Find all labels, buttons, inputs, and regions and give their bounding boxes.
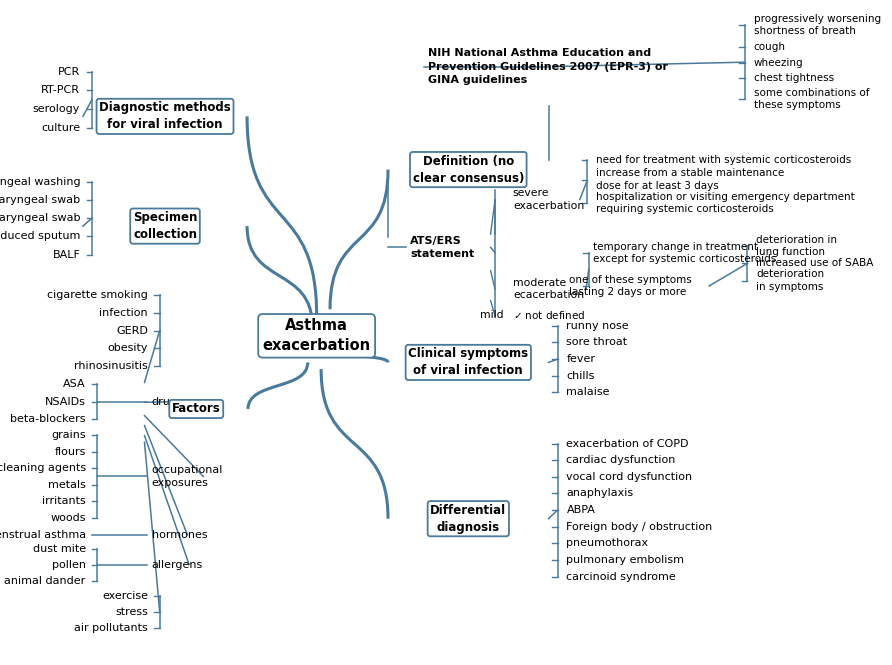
Text: Foreign body / obstruction: Foreign body / obstruction [566, 521, 713, 532]
Text: severe
exacerbation: severe exacerbation [513, 188, 584, 211]
Text: Factors: Factors [172, 402, 220, 416]
Text: oropharyngeal swab: oropharyngeal swab [0, 213, 80, 223]
Text: NIH National Asthma Education and
Prevention Guidelines 2007 (EPR-3) or
GINA gui: NIH National Asthma Education and Preven… [428, 49, 668, 84]
Text: pulmonary embolism: pulmonary embolism [566, 555, 684, 565]
Text: metals: metals [48, 479, 86, 490]
Text: induced sputum: induced sputum [0, 231, 80, 241]
Text: animal dander: animal dander [4, 575, 86, 586]
Text: rhinosinusitis: rhinosinusitis [74, 361, 148, 372]
Text: temporary change in treatment
except for systemic corticosteroids: temporary change in treatment except for… [593, 241, 776, 264]
Text: pneumothorax: pneumothorax [566, 538, 648, 549]
Text: infection: infection [99, 307, 148, 318]
Text: $\checkmark$ not defined: $\checkmark$ not defined [513, 309, 585, 321]
Text: cardiac dysfunction: cardiac dysfunction [566, 455, 676, 465]
Text: Clinical symptoms
of viral infection: Clinical symptoms of viral infection [409, 347, 528, 378]
Text: Asthma
exacerbation: Asthma exacerbation [262, 319, 371, 353]
Text: one of these symptoms
lasting 2 days or more: one of these symptoms lasting 2 days or … [569, 275, 692, 297]
Text: nasopharyngeal washing: nasopharyngeal washing [0, 176, 80, 187]
Text: carcinoid syndrome: carcinoid syndrome [566, 571, 676, 582]
Text: progressively worsening
shortness of breath: progressively worsening shortness of bre… [754, 14, 881, 37]
Text: wheezing: wheezing [754, 57, 804, 68]
Text: pollen: pollen [52, 559, 86, 570]
Text: NSAIDs: NSAIDs [45, 396, 86, 407]
Text: PCR: PCR [58, 66, 80, 77]
Text: increase from a stable maintenance
dose for at least 3 days: increase from a stable maintenance dose … [596, 168, 784, 191]
Text: moderate
ecacerbation: moderate ecacerbation [513, 278, 584, 301]
Text: hormones: hormones [152, 529, 207, 540]
Text: ATS/ERS
statement: ATS/ERS statement [410, 236, 475, 259]
Text: hospitalization or visiting emergency department
requiring systemic corticostero: hospitalization or visiting emergency de… [596, 192, 855, 214]
Text: beta-blockers: beta-blockers [10, 414, 86, 424]
Text: cough: cough [754, 41, 786, 52]
Text: grains: grains [51, 430, 86, 440]
Text: Specimen
collection: Specimen collection [133, 211, 197, 241]
Text: serology: serology [33, 104, 80, 114]
Text: air pollutants: air pollutants [74, 622, 148, 633]
Text: runny nose: runny nose [566, 321, 629, 331]
Text: menstrual asthma: menstrual asthma [0, 529, 86, 540]
Text: vocal cord dysfunction: vocal cord dysfunction [566, 471, 692, 482]
Text: stress: stress [115, 606, 148, 617]
Text: malaise: malaise [566, 387, 610, 398]
Text: anaphylaxis: anaphylaxis [566, 488, 633, 499]
Text: fever: fever [566, 354, 596, 364]
Text: obesity: obesity [108, 343, 148, 354]
Text: mild: mild [480, 309, 503, 320]
Text: need for treatment with systemic corticosteroids: need for treatment with systemic cortico… [596, 154, 851, 165]
Text: irritants: irritants [42, 496, 86, 507]
Text: chest tightness: chest tightness [754, 73, 834, 84]
Text: nasopharyngeal swab: nasopharyngeal swab [0, 194, 80, 205]
Text: chills: chills [566, 370, 595, 381]
Text: deterioration
in symptoms: deterioration in symptoms [756, 269, 824, 292]
Text: sore throat: sore throat [566, 337, 628, 348]
Text: Definition (no
clear consensus): Definition (no clear consensus) [413, 154, 524, 185]
Text: culture: culture [41, 122, 80, 133]
Text: woods: woods [50, 513, 86, 523]
Text: deterioration in
lung function: deterioration in lung function [756, 235, 838, 257]
Text: GERD: GERD [116, 325, 148, 336]
Text: ABPA: ABPA [566, 505, 595, 515]
Text: drugs: drugs [152, 396, 184, 407]
Text: exacerbation of COPD: exacerbation of COPD [566, 438, 689, 449]
Text: exercise: exercise [102, 591, 148, 601]
Text: Diagnostic methods
for viral infection: Diagnostic methods for viral infection [99, 101, 231, 132]
Text: cleaning agents: cleaning agents [0, 463, 86, 473]
Text: increased use of SABA: increased use of SABA [756, 258, 874, 269]
Text: dust mite: dust mite [32, 543, 86, 554]
Text: RT-PCR: RT-PCR [41, 85, 80, 96]
Text: ASA: ASA [63, 379, 86, 390]
Text: flours: flours [54, 446, 86, 457]
Text: Differential
diagnosis: Differential diagnosis [430, 503, 507, 534]
Text: allergens: allergens [152, 559, 202, 570]
Text: cigarette smoking: cigarette smoking [47, 289, 148, 300]
Text: occupational
exposures: occupational exposures [152, 465, 223, 487]
Text: some combinations of
these symptoms: some combinations of these symptoms [754, 88, 869, 110]
Text: BALF: BALF [53, 249, 80, 260]
